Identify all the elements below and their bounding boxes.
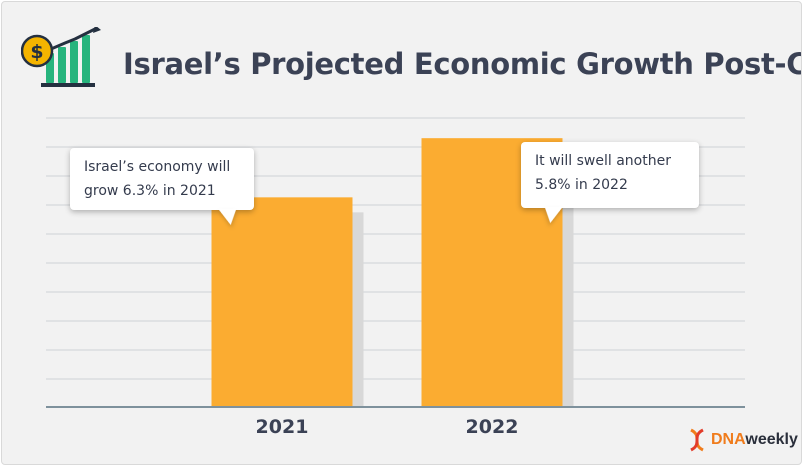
annotation-2021-line2: grow 6.3% in 2021 bbox=[84, 183, 216, 199]
x-tick-label-2021: 2021 bbox=[256, 416, 309, 438]
logo-text-dna: DNA bbox=[711, 431, 746, 448]
bar-2021 bbox=[211, 197, 353, 407]
logo-text: DNAweekly bbox=[711, 426, 798, 454]
svg-text:$: $ bbox=[30, 41, 43, 63]
annotation-2021: Israel’s economy will grow 6.3% in 2021 bbox=[70, 148, 254, 210]
annotation-2021-line1: Israel’s economy will bbox=[84, 159, 231, 175]
annotation-2022-line1: It will swell another bbox=[535, 153, 671, 169]
chart-title: Israel’s Projected Economic Growth Post-… bbox=[123, 47, 802, 81]
dnaweekly-logo[interactable]: DNAweekly bbox=[687, 426, 798, 454]
logo-text-weekly: weekly bbox=[745, 431, 798, 448]
dna-icon bbox=[690, 428, 704, 452]
annotation-2022: It will swell another 5.8% in 2022 bbox=[521, 142, 699, 208]
annotation-2022-line2: 5.8% in 2022 bbox=[535, 177, 628, 193]
x-tick-label-2022: 2022 bbox=[466, 416, 519, 438]
money-growth-icon: $ bbox=[21, 27, 101, 87]
